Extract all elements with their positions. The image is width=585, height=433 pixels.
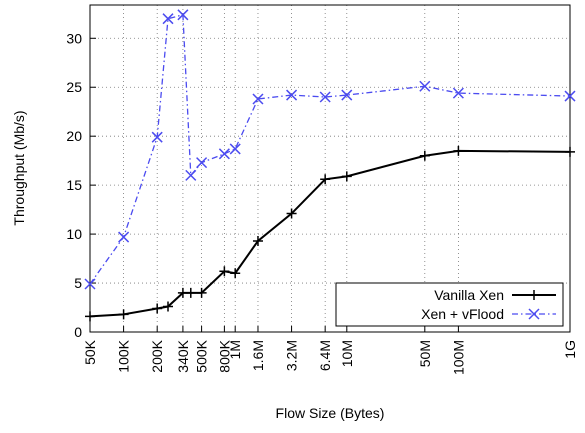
- x-tick-label: 100K: [116, 339, 132, 372]
- y-tick-label: 20: [66, 128, 82, 144]
- x-tick-label: 800K: [216, 339, 232, 372]
- marker: [252, 235, 263, 246]
- legend-marker: [528, 308, 540, 320]
- x-tick-label: 340K: [175, 339, 191, 372]
- x-axis-label: Flow Size (Bytes): [276, 405, 385, 421]
- legend-label: Xen + vFlood: [421, 306, 504, 322]
- x-tick-label: 1M: [227, 340, 243, 359]
- x-tick-label: 1.6M: [250, 340, 266, 371]
- marker: [453, 145, 464, 156]
- marker: [419, 80, 431, 92]
- y-axis-label: Throughput (Mb/s): [11, 110, 27, 225]
- marker: [229, 143, 241, 155]
- marker: [163, 301, 174, 312]
- marker: [162, 13, 174, 25]
- marker: [118, 231, 130, 243]
- y-tick-label: 0: [74, 324, 82, 340]
- marker: [286, 89, 298, 101]
- marker: [341, 89, 353, 101]
- marker: [177, 9, 189, 21]
- marker: [564, 90, 576, 102]
- marker: [230, 268, 241, 279]
- y-tick-label: 10: [66, 226, 82, 242]
- marker: [151, 131, 163, 143]
- marker: [319, 91, 331, 103]
- y-tick-label: 30: [66, 30, 82, 46]
- marker: [341, 171, 352, 182]
- legend-marker: [529, 290, 539, 300]
- y-tick-label: 5: [74, 275, 82, 291]
- marker: [419, 150, 430, 161]
- legend-box: [335, 282, 564, 327]
- marker: [185, 287, 196, 298]
- x-tick-label: 500K: [194, 339, 210, 372]
- x-tick-label: 200K: [149, 339, 165, 372]
- marker: [85, 311, 95, 322]
- marker: [565, 146, 575, 157]
- y-tick-label: 15: [66, 177, 82, 193]
- marker: [286, 208, 297, 219]
- legend-label: Vanilla Xen: [434, 287, 504, 303]
- x-tick-label: 50M: [417, 340, 433, 367]
- series-line: [89, 149, 571, 318]
- x-tick-label: 3.2M: [284, 340, 300, 371]
- plot-frame: [89, 4, 571, 333]
- marker: [320, 174, 331, 185]
- x-tick-label: 50K: [82, 339, 98, 365]
- series-line: [89, 13, 571, 285]
- x-tick-label: 10M: [339, 340, 355, 367]
- x-tick-label: 6.4M: [317, 340, 333, 371]
- marker: [196, 157, 208, 169]
- x-tick-label: 100M: [450, 340, 466, 375]
- marker: [84, 278, 96, 290]
- legend: Vanilla Xen Xen + vFlood: [335, 282, 564, 327]
- marker: [218, 148, 230, 160]
- y-tick-label: 25: [66, 79, 82, 95]
- marker: [118, 309, 129, 320]
- marker: [196, 287, 207, 298]
- marker: [185, 169, 197, 181]
- marker: [252, 93, 264, 105]
- marker: [152, 303, 163, 314]
- marker: [219, 266, 230, 277]
- marker: [452, 87, 464, 99]
- x-tick-label: 1G: [562, 340, 578, 359]
